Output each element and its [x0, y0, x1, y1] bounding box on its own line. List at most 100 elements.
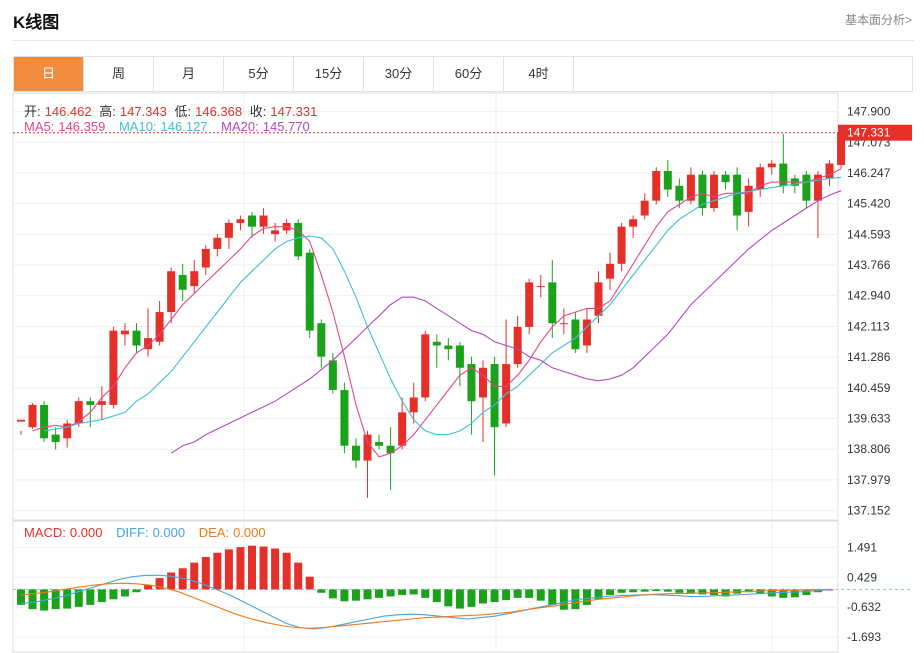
macd-bar — [617, 589, 626, 593]
candle-body — [178, 274, 187, 290]
price-tick-label: 145.420 — [847, 197, 891, 211]
macd-bar — [340, 589, 349, 602]
macd-bar — [236, 547, 245, 590]
dea-label: DEA: — [198, 525, 230, 540]
candle-body — [317, 323, 326, 357]
ma-readout: MA5: 146.359 MA10: 146.127 MA20: 145.770 — [24, 119, 314, 134]
candle-body — [109, 330, 118, 405]
macd-bar — [224, 549, 233, 590]
macd-bar — [305, 576, 314, 590]
fundamental-analysis-link[interactable]: 基本面分析> — [844, 13, 912, 27]
candle-body — [525, 282, 534, 327]
candle-body — [201, 248, 210, 268]
price-panel-frame — [12, 92, 839, 521]
candle-body — [421, 334, 430, 398]
macd-bar — [432, 589, 441, 603]
macd-bar — [248, 545, 256, 590]
macd-bar — [409, 589, 418, 595]
price-tick-label: 138.806 — [847, 442, 891, 456]
macd-tick-label: -0.632 — [847, 600, 881, 614]
macd-bar — [779, 589, 788, 598]
macd-bar — [571, 589, 580, 610]
candle-body — [767, 163, 776, 168]
macd-bar — [282, 552, 291, 590]
candle-body — [733, 174, 742, 216]
macd-bar — [640, 589, 649, 592]
ma5-line — [32, 168, 842, 458]
candle-body — [813, 174, 822, 201]
low-label: 低: — [174, 104, 192, 119]
candle-body — [398, 412, 407, 446]
macd-bar — [74, 589, 83, 607]
macd-bar — [375, 589, 384, 598]
macd-bar — [710, 589, 718, 596]
last-price-label: 147.331 — [847, 126, 891, 140]
diff-label: DIFF: — [116, 525, 149, 540]
macd-tick-label: 0.429 — [847, 570, 877, 584]
candle-body — [351, 445, 360, 461]
candle-body — [74, 401, 83, 424]
divider — [13, 40, 914, 41]
macd-bar — [663, 589, 672, 592]
price-tick-label: 137.979 — [847, 473, 891, 487]
candle-body — [144, 338, 153, 350]
candle-body — [698, 174, 707, 209]
tab-day[interactable]: 日 — [14, 57, 84, 91]
candle-body — [455, 345, 464, 368]
price-tick-label: 140.459 — [847, 381, 891, 395]
candle-body — [559, 323, 568, 325]
candle-body — [17, 419, 25, 422]
ma5-label: MA5: — [24, 119, 55, 134]
tab-5min[interactable]: 5分 — [224, 57, 294, 91]
macd-bar — [386, 589, 395, 597]
candle-body — [802, 174, 811, 201]
ma10-label: MA10: — [118, 119, 157, 134]
macd-bar — [629, 589, 638, 593]
macd-bar — [675, 589, 684, 593]
candle-body — [640, 200, 649, 216]
macd-bar — [467, 589, 476, 607]
timeframe-tabs: 日 周 月 5分 15分 30分 60分 4时 — [13, 56, 913, 92]
price-tick-label: 137.152 — [847, 504, 891, 518]
close-label: 收: — [249, 104, 267, 119]
candle-body — [663, 170, 672, 190]
candle-body — [363, 434, 372, 461]
candle-body — [825, 163, 834, 179]
price-tick-label: 139.633 — [847, 412, 891, 426]
tab-month[interactable]: 月 — [154, 57, 224, 91]
high-label: 高: — [99, 104, 116, 119]
open-value: 146.462 — [44, 104, 92, 119]
macd-bar — [190, 562, 199, 590]
macd-bar — [109, 589, 118, 600]
candle-body — [536, 286, 545, 288]
tab-60min[interactable]: 60分 — [434, 57, 504, 91]
candle-body — [686, 174, 695, 201]
candle-body — [97, 401, 106, 405]
macd-bar — [317, 589, 326, 593]
tab-week[interactable]: 周 — [84, 57, 154, 91]
ma20-value: 145.770 — [262, 119, 310, 134]
candle-body — [756, 167, 765, 190]
candle-body — [432, 341, 441, 346]
tab-15min[interactable]: 15分 — [294, 57, 364, 91]
macd-bar — [363, 589, 372, 600]
macd-readout: MACD: 0.000 DIFF: 0.000 DEA: 0.000 — [24, 525, 270, 540]
ohlc-readout: 开: 146.462 高: 147.343 低: 146.368 收: 147.331 — [24, 101, 321, 120]
diff-line — [20, 574, 830, 630]
candle-body — [467, 364, 476, 402]
macd-bar — [606, 589, 615, 596]
tab-4hour[interactable]: 4时 — [504, 57, 574, 91]
macd-bar — [97, 589, 106, 603]
candle-body — [271, 230, 280, 235]
macd-bar — [744, 589, 753, 593]
price-tick-label: 144.593 — [847, 227, 891, 241]
macd-bar — [51, 589, 60, 610]
tab-30min[interactable]: 30分 — [364, 57, 434, 91]
candle-body — [710, 174, 718, 209]
macd-bar — [721, 589, 730, 597]
diff-value: 0.000 — [152, 525, 186, 540]
dea-line — [20, 582, 830, 629]
candle-body — [606, 263, 615, 279]
candle-body — [51, 434, 60, 443]
candle-body — [571, 319, 580, 350]
